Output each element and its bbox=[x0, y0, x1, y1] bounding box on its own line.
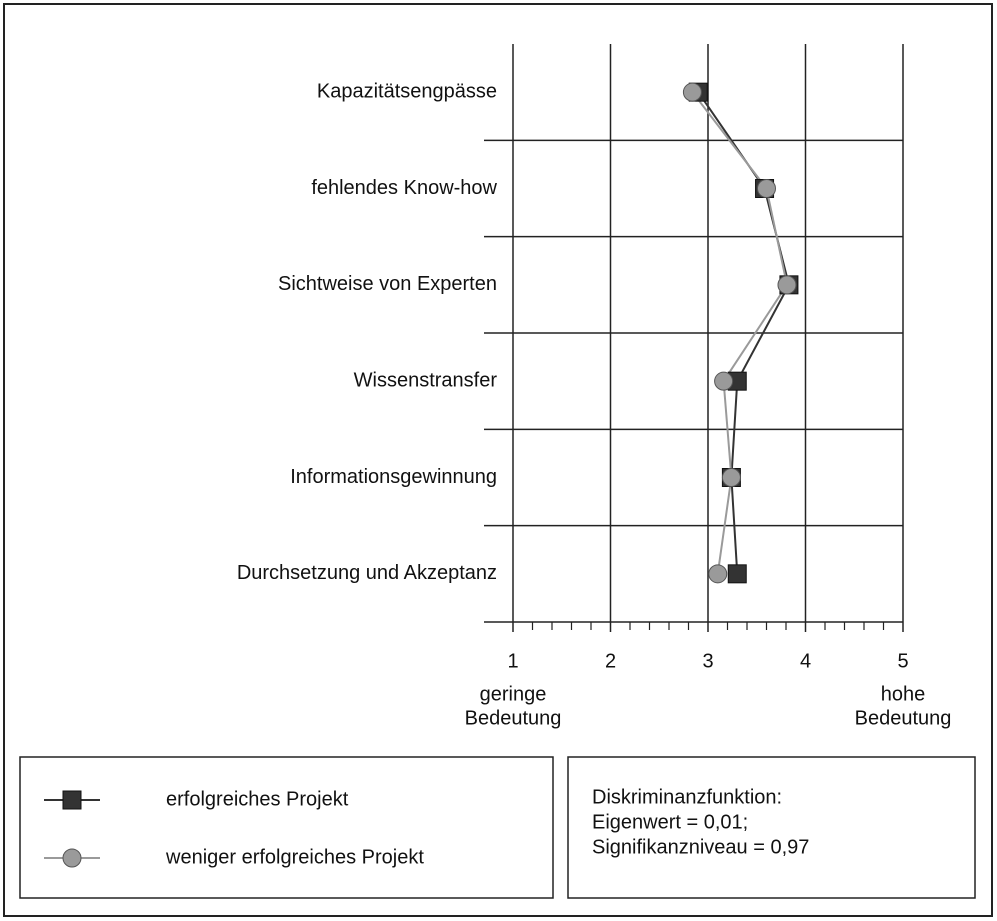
data-point bbox=[777, 275, 797, 295]
annotation: Diskriminanzfunktion: bbox=[592, 786, 782, 808]
legend-label: weniger erfolgreiches Projekt bbox=[165, 846, 424, 868]
x-tick-label: 1 bbox=[507, 650, 518, 672]
category-label: Kapazitätsengpässe bbox=[317, 80, 497, 102]
legend-box bbox=[19, 756, 554, 899]
x-axis-label: Bedeutung bbox=[465, 707, 562, 729]
annotation-box bbox=[567, 756, 976, 899]
legend-marker bbox=[62, 848, 82, 868]
annotation: Eigenwert = 0,01; bbox=[592, 811, 748, 833]
x-axis-label: geringe bbox=[480, 683, 547, 705]
category-label: fehlendes Know-how bbox=[311, 177, 497, 199]
x-tick-label: 3 bbox=[702, 650, 713, 672]
category-label: Wissenstransfer bbox=[354, 369, 498, 391]
category-label: Durchsetzung und Akzeptanz bbox=[237, 562, 497, 584]
data-point bbox=[714, 371, 734, 391]
frame bbox=[3, 3, 993, 917]
data-point bbox=[721, 468, 741, 487]
x-axis-label: Bedeutung bbox=[855, 707, 952, 729]
annotation: Signifikanzniveau = 0,97 bbox=[592, 836, 809, 858]
x-tick-label: 2 bbox=[605, 650, 616, 672]
legend-marker bbox=[62, 790, 82, 810]
x-tick-label: 4 bbox=[800, 650, 811, 672]
category-label: Informationsgewinnung bbox=[290, 466, 497, 488]
legend-label: erfolgreiches Projekt bbox=[166, 788, 349, 810]
data-point bbox=[708, 564, 728, 584]
series-line bbox=[691, 91, 789, 574]
data-point bbox=[682, 82, 702, 102]
data-point bbox=[757, 179, 776, 198]
category-label: Sichtweise von Experten bbox=[278, 273, 497, 295]
data-point bbox=[727, 564, 747, 584]
x-tick-label: 5 bbox=[897, 650, 908, 672]
x-axis-label: hohe bbox=[881, 683, 926, 705]
